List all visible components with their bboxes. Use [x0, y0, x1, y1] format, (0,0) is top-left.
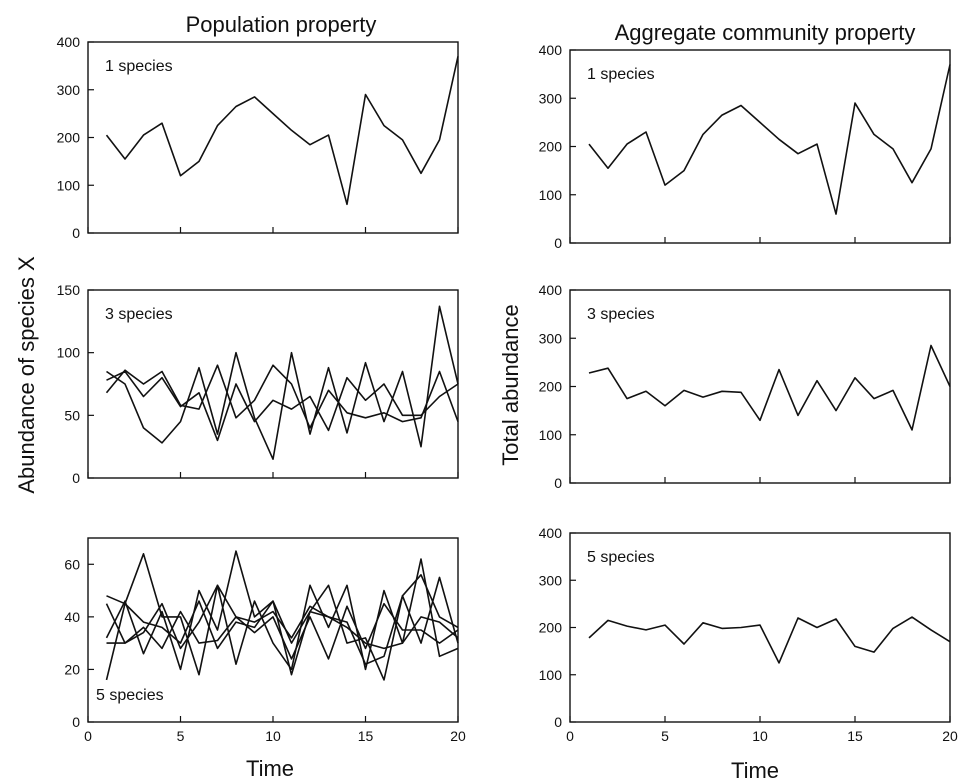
y-tick-label: 300 [539, 330, 563, 346]
y-tick-label: 300 [539, 90, 563, 106]
y-tick-label: 400 [539, 42, 563, 58]
left-column-title: Population property [186, 12, 377, 37]
y-tick-label: 400 [57, 34, 81, 50]
y-tick-label: 100 [539, 667, 563, 683]
x-tick-label: 15 [358, 728, 374, 744]
y-tick-label: 200 [539, 139, 563, 155]
y-tick-label: 0 [554, 235, 562, 251]
series-line-3 [106, 595, 459, 650]
y-tick-label: 0 [72, 225, 80, 241]
y-tick-label: 50 [64, 407, 80, 423]
panel-label: 1 species [587, 66, 655, 83]
series-line-1 [588, 64, 951, 215]
y-tick-label: 200 [57, 130, 81, 146]
y-tick-label: 100 [539, 187, 563, 203]
left-panel-2: 0 50 100 150 3 species [57, 282, 459, 486]
series-line-2 [105, 364, 459, 429]
x-tick-label: 0 [84, 728, 92, 744]
series-line-2 [105, 550, 459, 681]
y-tick-label: 0 [554, 714, 562, 730]
y-tick-label: 400 [539, 525, 563, 541]
panel-label: 3 species [587, 306, 655, 323]
series-line-1 [588, 344, 951, 431]
x-tick-label: 10 [265, 728, 281, 744]
series-line-1 [105, 552, 459, 681]
y-tick-label: 300 [539, 572, 563, 588]
y-tick-label: 400 [539, 282, 563, 298]
left-panel-1: 0 100 200 300 400 1 species [57, 34, 459, 241]
series-line-3 [106, 370, 459, 442]
y-tick-label: 0 [72, 714, 80, 730]
y-tick-label: 100 [57, 345, 81, 361]
series-line-1 [106, 305, 459, 461]
right-column-title: Aggregate community property [615, 20, 916, 45]
right-panel-2: 0 100 200 300 400 3 species [539, 282, 951, 491]
x-tick-label: 5 [177, 728, 185, 744]
x-tick-label: 15 [847, 728, 863, 744]
y-tick-label: 0 [554, 475, 562, 491]
panel-label: 5 species [587, 549, 655, 566]
left-y-axis-label: Abundance of species X [14, 256, 39, 494]
right-y-axis-label: Total abundance [498, 304, 523, 465]
series-line-1 [588, 616, 951, 664]
y-tick-label: 200 [539, 379, 563, 395]
y-tick-label: 60 [64, 556, 80, 572]
series-line-5 [106, 573, 459, 666]
panel-label: 1 species [105, 58, 173, 75]
y-tick-label: 100 [57, 177, 81, 193]
right-panel-3: 0 100 200 300 400 0 5 10 15 20 5 species [539, 525, 958, 744]
y-tick-label: 40 [64, 609, 80, 625]
right-panel-1: 0 100 200 300 400 1 species [539, 42, 951, 251]
x-tick-label: 20 [942, 728, 958, 744]
series-line-1 [105, 56, 459, 206]
y-tick-label: 100 [539, 427, 563, 443]
right-x-axis-label: Time [731, 758, 779, 783]
y-tick-label: 20 [64, 661, 80, 677]
y-tick-label: 200 [539, 620, 563, 636]
y-tick-label: 0 [72, 470, 80, 486]
x-tick-label: 20 [450, 728, 466, 744]
panel-label: 5 species [96, 687, 164, 704]
y-tick-label: 300 [57, 82, 81, 98]
left-x-axis-label: Time [246, 756, 294, 781]
panel-label: 3 species [105, 306, 173, 323]
x-tick-label: 10 [752, 728, 768, 744]
x-tick-label: 5 [661, 728, 669, 744]
series-line-4 [105, 602, 459, 660]
left-panel-3: 0 20 40 60 0 5 10 15 20 5 species [64, 537, 466, 744]
x-tick-label: 0 [566, 728, 574, 744]
y-tick-label: 150 [57, 282, 81, 298]
